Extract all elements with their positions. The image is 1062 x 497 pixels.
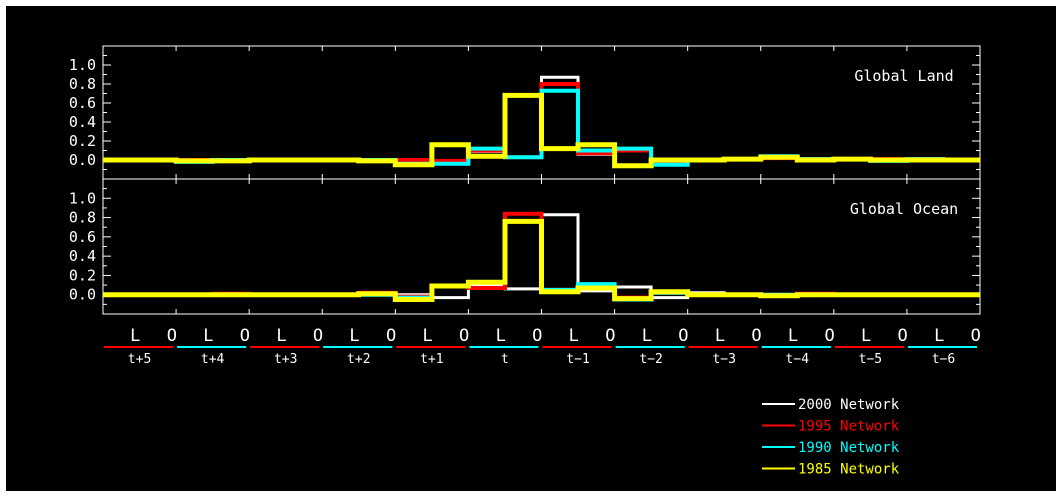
group-label: t+5 [128, 352, 151, 367]
group-label: t+2 [347, 352, 370, 367]
category-label: O [459, 326, 469, 346]
y-tick-label: 0.8 [69, 209, 96, 227]
category-label: O [532, 326, 542, 346]
series-line-3 [103, 218, 980, 302]
category-label: L [422, 326, 432, 346]
category-label: L [349, 326, 359, 346]
category-label: L [861, 326, 871, 346]
category-label: O [751, 326, 761, 346]
panel-title: Global Land [854, 67, 953, 85]
category-label: O [678, 326, 688, 346]
category-label: L [203, 326, 213, 346]
group-label: t−6 [932, 352, 955, 367]
x-axis-labels: L O L O L O L O L O L O L O L O L O L O L O L Ot+5 t+4 t+3 t+2 t+1 t… [104, 326, 981, 367]
group-label: t−5 [859, 352, 882, 367]
y-tick-label: 0.0 [69, 286, 96, 304]
group-label: t+4 [201, 352, 225, 367]
category-label: O [605, 326, 615, 346]
panel-title: Global Ocean [850, 200, 958, 218]
category-label: L [130, 326, 140, 346]
category-label: O [240, 326, 250, 346]
category-label: O [313, 326, 323, 346]
category-label: O [971, 326, 981, 346]
y-tick-label: 0.4 [69, 113, 96, 131]
group-label: t+3 [274, 352, 297, 367]
series-line-3 [103, 92, 980, 169]
category-label: O [167, 326, 177, 346]
category-label: L [788, 326, 798, 346]
category-label: L [496, 326, 506, 346]
category-label: L [276, 326, 286, 346]
panel-1: 1.0 0.80.60.40.2 0.0 Global Ocean [69, 178, 981, 315]
legend: 2000 Network 1995 Network 1990 Network 1985… [762, 397, 900, 478]
group-label: t−2 [639, 352, 662, 367]
y-tick-label: 0.2 [69, 132, 96, 150]
panel-0: 1.00.80.60.40.20.0 Global Land [69, 45, 981, 180]
legend-label: 1995 Network [798, 419, 900, 435]
legend-label: 2000 Network [798, 397, 900, 413]
y-tick-label: 0.6 [69, 94, 96, 112]
category-label: L [569, 326, 579, 346]
category-label: L [642, 326, 652, 346]
y-tick-label: 0.4 [69, 247, 96, 265]
y-tick-label: 0.6 [69, 228, 96, 246]
chart-background [6, 6, 1056, 491]
y-tick-label: 0.8 [69, 75, 96, 93]
group-label: t+1 [420, 352, 443, 367]
y-tick-label: 1.0 [69, 56, 96, 74]
group-label: t−1 [566, 352, 589, 367]
category-label: O [386, 326, 396, 346]
y-tick-label: 0.0 [69, 151, 96, 169]
category-label: L [934, 326, 944, 346]
group-label: t−3 [712, 352, 735, 367]
y-tick-label: 1.0 [69, 189, 96, 207]
category-label: O [824, 326, 834, 346]
group-label: t−4 [786, 352, 810, 367]
y-tick-label: 0.2 [69, 266, 96, 284]
category-label: O [898, 326, 908, 346]
legend-label: 1990 Network [798, 440, 900, 456]
group-label: t [501, 352, 509, 367]
category-label: L [715, 326, 725, 346]
legend-label: 1985 Network [798, 462, 900, 478]
